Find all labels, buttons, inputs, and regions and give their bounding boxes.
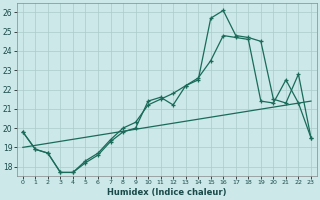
X-axis label: Humidex (Indice chaleur): Humidex (Indice chaleur) — [107, 188, 227, 197]
